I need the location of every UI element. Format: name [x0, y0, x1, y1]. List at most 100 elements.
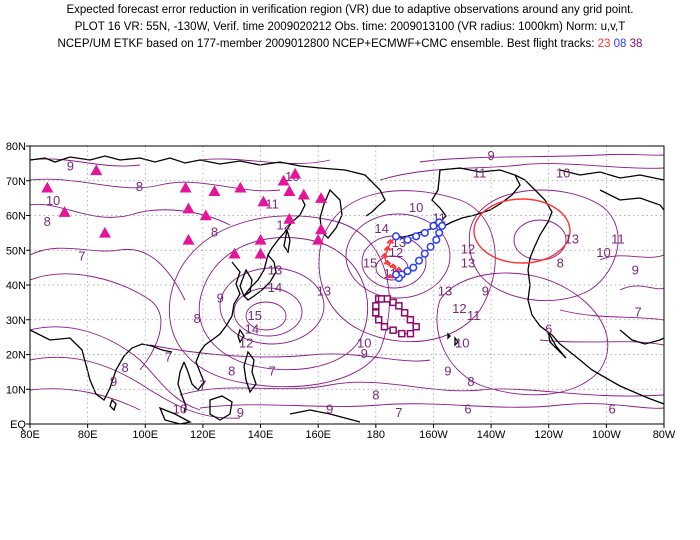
track-08-marker	[435, 228, 444, 237]
y-tick-label: 10N	[6, 384, 26, 396]
track-08-marker	[403, 235, 412, 244]
track-08-marker	[420, 249, 429, 258]
contour-label: 7	[634, 304, 641, 319]
observation-triangle	[257, 195, 270, 207]
axes: 80E 80E 100E 120E 140E 160E 180 160W 140W 120W 100…	[6, 141, 676, 441]
title-line-3-prefix: NCEP/UM ETKF based on 177-member 2009012…	[57, 38, 595, 50]
track-08-marker	[409, 263, 418, 272]
contour-label: 6	[609, 402, 616, 417]
track-08-marker	[403, 267, 412, 276]
track-08-label: 08	[613, 38, 627, 50]
contour-label: 10	[455, 336, 469, 351]
contour-label: 8	[211, 224, 218, 239]
observation-triangle	[179, 181, 192, 193]
contour-label: 12	[461, 242, 475, 257]
contour-label: 7	[165, 349, 172, 364]
x-tick-label: 180	[367, 429, 385, 441]
contour-label: 7	[199, 377, 206, 392]
y-tick-label: EQ	[10, 419, 26, 431]
track-08-marker	[432, 235, 441, 244]
x-tick-label: 100W	[592, 429, 621, 441]
contour-label: 12	[239, 336, 253, 351]
contour-label: 9	[326, 402, 333, 417]
observation-triangle	[283, 185, 296, 196]
track-38-marker	[389, 326, 397, 334]
contour-label: 7	[395, 405, 402, 420]
contour-label: 7	[78, 249, 85, 264]
contour-label: 9	[361, 346, 368, 361]
grid-lines	[30, 146, 664, 424]
contour-label: 11	[611, 231, 625, 246]
y-tick-label: 40N	[6, 280, 26, 292]
x-tick-label: 140W	[477, 429, 506, 441]
contour-label: 11	[265, 197, 279, 212]
track-23-marker	[383, 259, 392, 265]
x-tick-label: 140E	[248, 429, 274, 441]
track-38-marker	[395, 302, 403, 310]
track-08-marker	[391, 232, 401, 241]
contour-label: 8	[467, 374, 474, 389]
contour-label: 13	[268, 263, 282, 278]
observation-triangle	[283, 212, 296, 224]
flight-tracks	[372, 218, 447, 338]
y-tick-label: 80N	[6, 141, 26, 153]
x-tick-label: 160E	[305, 429, 331, 441]
y-tick-label: 50N	[6, 245, 26, 257]
contour-label: 9	[632, 263, 639, 278]
contour-label: 6	[464, 402, 471, 417]
track-23-label: 23	[597, 38, 611, 50]
y-tick-label: 70N	[6, 176, 26, 188]
observation-triangle	[98, 226, 111, 238]
observation-triangle	[228, 247, 241, 259]
contour-label: 8	[194, 311, 201, 326]
observation-triangle	[208, 185, 221, 196]
track-38-marker	[400, 309, 409, 317]
title-line-3: NCEP/UM ETKF based on 177-member 2009012…	[0, 36, 700, 53]
track-08-marker	[426, 242, 435, 251]
x-tick-label: 120E	[190, 429, 216, 441]
title-line-1: Expected forecast error reduction in ver…	[66, 4, 634, 16]
contour-label: 9	[444, 363, 451, 378]
contour-label: 8	[136, 179, 143, 194]
observation-triangle	[254, 233, 267, 245]
contour-label: 14	[245, 322, 259, 337]
contour-label: 6	[545, 322, 552, 337]
contour-label: 9	[110, 374, 117, 389]
contour-label: 13	[565, 231, 579, 246]
contour-label: 10	[46, 193, 60, 208]
x-tick-label: 160W	[419, 429, 448, 441]
contour-label: 13	[461, 256, 475, 271]
contour-label: 13	[438, 283, 452, 298]
contour-labels: 9810878101112131413151412981097897879109…	[44, 148, 642, 420]
x-tick-label: 80E	[78, 429, 98, 441]
contour-label: 9	[237, 405, 244, 420]
contour-label: 10	[596, 245, 610, 260]
verification-region-circle	[473, 198, 571, 264]
track-23-marker	[380, 252, 389, 258]
track-38-label: 38	[629, 38, 643, 50]
observation-triangle	[234, 181, 247, 193]
x-tick-label: 120W	[534, 429, 563, 441]
contour-label: 14	[268, 280, 282, 295]
track-38-marker	[412, 322, 420, 331]
track-08-marker	[391, 270, 401, 279]
observation-triangle	[58, 206, 71, 217]
contour-label: 10	[357, 336, 371, 351]
track-38-marker	[380, 322, 389, 331]
track-23-marker	[386, 273, 394, 279]
contour-label: 10	[173, 402, 187, 417]
track-08-marker	[438, 221, 447, 230]
track-08-marker	[412, 232, 421, 241]
observation-triangle	[199, 209, 212, 221]
plot-title: Expected forecast error reduction in ver…	[0, 2, 700, 53]
contour-label: 8	[557, 256, 564, 271]
contour-label: 10	[409, 200, 423, 215]
observation-triangle	[182, 233, 195, 245]
track-08-marker	[414, 256, 424, 265]
track-23-marker	[389, 263, 397, 269]
coastlines	[30, 155, 664, 424]
contour-label: 11	[467, 308, 481, 323]
track-23-marker	[383, 245, 392, 251]
contour-lines	[30, 153, 664, 419]
